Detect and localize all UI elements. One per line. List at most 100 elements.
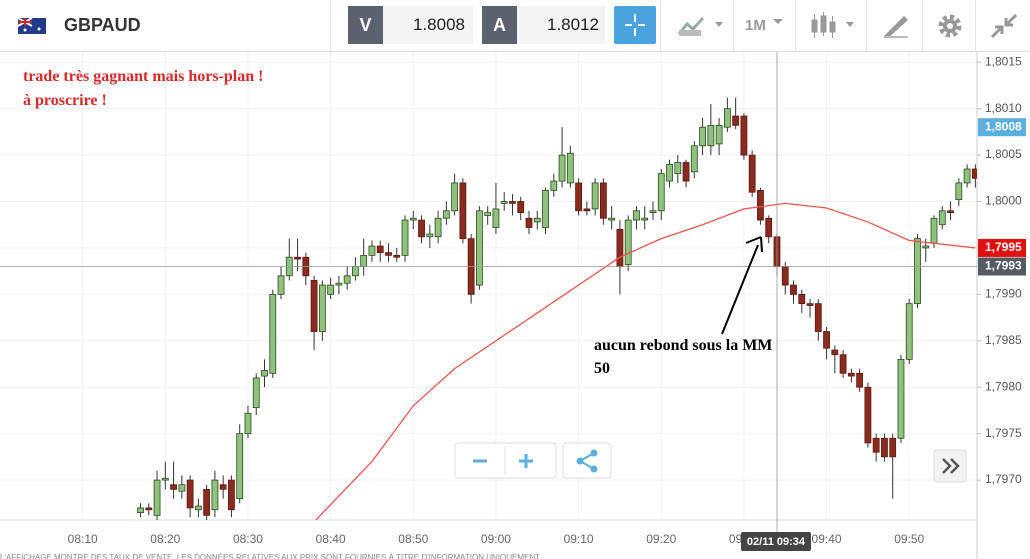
candle-body — [955, 182, 963, 201]
candle-body — [269, 293, 277, 374]
candle-body — [542, 189, 549, 228]
candle-body — [757, 189, 764, 221]
candle-body — [203, 488, 211, 516]
y-tick-label: 1,7970 — [985, 472, 1022, 486]
candle-body — [856, 372, 864, 388]
arrow — [721, 236, 763, 335]
dropdown-arrow — [773, 19, 783, 24]
candle-type-button[interactable] — [810, 12, 858, 40]
candle-body — [442, 210, 450, 219]
candle-body — [814, 303, 822, 332]
crosshair-button[interactable] — [614, 6, 656, 44]
buy-price[interactable]: 1.8012 — [517, 6, 605, 44]
candle-body — [500, 201, 508, 204]
candle-body — [153, 479, 161, 516]
toolbar: GBPAUD V 1.8008 A 1.8012 1M — [0, 0, 1030, 52]
x-tick-label: 08:40 — [316, 532, 346, 546]
x-tick-label: 09:50 — [894, 532, 924, 546]
candle-body — [847, 372, 855, 377]
candle-body — [699, 126, 706, 147]
candle-body — [335, 282, 343, 286]
candle-body — [145, 507, 153, 511]
candle-body — [905, 303, 913, 360]
candle-body — [715, 124, 723, 145]
candle-body — [682, 162, 690, 182]
candle-body — [806, 303, 814, 306]
candle-body — [228, 479, 235, 511]
candle-body — [558, 154, 566, 182]
candle-body — [318, 284, 326, 332]
candle-body — [914, 238, 921, 305]
candle-body — [608, 217, 616, 221]
candle-body — [244, 412, 252, 435]
annotation: à proscrire ! — [23, 92, 107, 109]
candle-body — [649, 210, 657, 214]
candle-body — [385, 252, 392, 256]
candle-body — [666, 163, 673, 182]
y-tick-label: 1,7980 — [985, 379, 1022, 393]
candle-body — [641, 217, 649, 221]
candle-body — [831, 349, 839, 356]
candle-body — [137, 507, 144, 513]
candle-body — [310, 280, 318, 332]
price-label: 1,7993 — [985, 259, 1022, 273]
candle-body — [566, 152, 574, 184]
y-tick-label: 1,8015 — [985, 54, 1022, 68]
candle-body — [252, 377, 260, 409]
candle-body — [170, 484, 177, 490]
y-tick-label: 1,8005 — [985, 147, 1022, 161]
candle-body — [872, 437, 880, 453]
chart-type-button[interactable] — [677, 14, 725, 38]
candle-body — [881, 437, 888, 458]
candle-body — [947, 210, 954, 214]
buy-button[interactable]: A — [482, 6, 517, 44]
candle-body — [798, 293, 806, 305]
candle-body — [971, 168, 977, 179]
crosshair-time-box — [740, 532, 811, 551]
candle-body — [194, 505, 202, 511]
timeframe-button[interactable]: 1M — [745, 17, 766, 34]
candle-body — [723, 108, 731, 128]
candle-body — [657, 173, 665, 212]
candle-body — [823, 331, 830, 349]
annotation-note: aucun rebond sous la MM 50 — [594, 337, 773, 377]
y-tick-label: 1,8000 — [985, 194, 1022, 208]
candle-body — [476, 210, 483, 286]
candle-body — [624, 219, 632, 266]
sell-price[interactable]: 1.8008 — [383, 6, 473, 44]
candle-body — [525, 217, 533, 228]
scroll-right-button[interactable] — [933, 449, 967, 483]
x-tick-label: 09:40 — [812, 532, 842, 546]
sell-button[interactable]: V — [348, 6, 383, 44]
candle-body — [492, 208, 500, 228]
x-tick-label: 08:10 — [68, 532, 98, 546]
draw-button[interactable] — [882, 14, 910, 38]
x-tick-label: 08:30 — [233, 532, 263, 546]
y-tick-label: 1,8010 — [985, 101, 1022, 115]
candle-body — [376, 245, 384, 253]
candle-body — [418, 219, 425, 238]
candle-body — [509, 201, 516, 204]
candle-body — [409, 217, 417, 221]
zoom-in[interactable] — [519, 454, 533, 468]
candle-body — [839, 354, 847, 374]
candle-body — [393, 254, 401, 258]
candle-body — [790, 284, 797, 295]
candle-body — [864, 386, 872, 444]
candle-body — [343, 275, 351, 284]
candle-body — [451, 182, 459, 212]
candle-body — [294, 256, 301, 260]
candle-body — [889, 437, 897, 458]
candle-body — [938, 210, 946, 226]
candle-body — [327, 284, 335, 295]
collapse-button[interactable] — [990, 13, 1018, 39]
candle-body — [186, 479, 194, 509]
candle-body — [707, 124, 715, 147]
settings-button[interactable] — [937, 13, 963, 39]
share-button[interactable] — [562, 442, 612, 479]
candle-body — [748, 154, 756, 193]
candle-body — [765, 217, 773, 238]
candle-body — [583, 208, 591, 212]
